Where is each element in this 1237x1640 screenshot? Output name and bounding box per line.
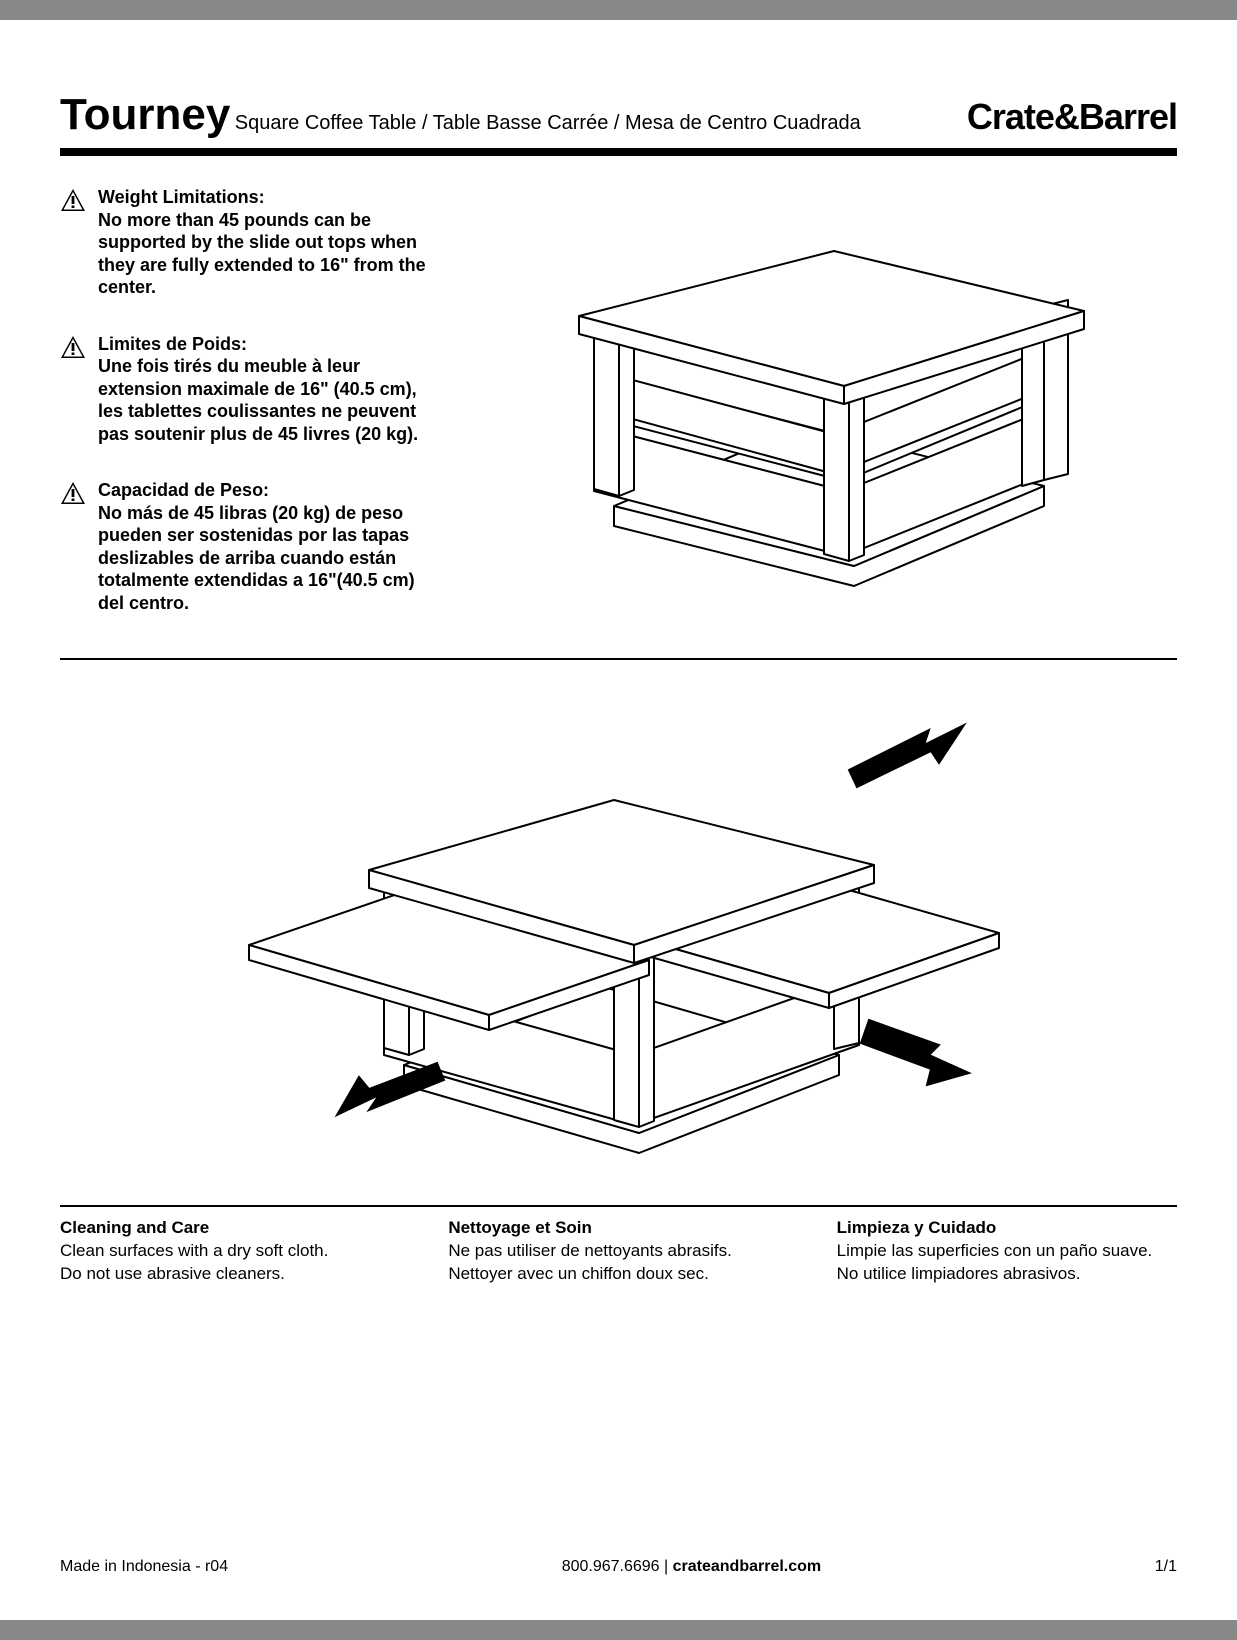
- care-es: Limpieza y Cuidado Limpie las superficie…: [837, 1217, 1177, 1286]
- footer-center: 800.967.6696 | crateandbarrel.com: [562, 1558, 821, 1576]
- warning-text: Capacidad de Peso: No más de 45 libras (…: [98, 479, 440, 614]
- arrow-back-right: [849, 725, 964, 787]
- care-line1: Clean surfaces with a dry soft cloth.: [60, 1241, 328, 1260]
- header-rule: [60, 148, 1177, 156]
- warning-title: Capacidad de Peso:: [98, 479, 440, 502]
- warning-title: Limites de Poids:: [98, 333, 440, 356]
- warning-icon: [60, 481, 86, 505]
- care-line1: Ne pas utiliser de nettoyants abrasifs.: [448, 1241, 731, 1260]
- care-title: Limpieza y Cuidado: [837, 1217, 1177, 1240]
- warning-text: Limites de Poids: Une fois tirés du meub…: [98, 333, 440, 446]
- table-closed-diagram: [544, 196, 1104, 596]
- warning-text: Weight Limitations: No more than 45 poun…: [98, 186, 440, 299]
- mid-rule: [60, 658, 1177, 660]
- footer-url: crateandbarrel.com: [673, 1558, 822, 1575]
- product-subtitle: Square Coffee Table / Table Basse Carrée…: [235, 112, 861, 134]
- footer-sep: |: [660, 1558, 673, 1575]
- figure-closed: [470, 186, 1177, 648]
- product-title: Tourney: [60, 90, 230, 139]
- care-line2: Nettoyer avec un chiffon doux sec.: [448, 1264, 709, 1283]
- care-section: Cleaning and Care Clean surfaces with a …: [60, 1217, 1177, 1286]
- warning-fr: Limites de Poids: Une fois tirés du meub…: [60, 333, 440, 446]
- title-group: Tourney Square Coffee Table / Table Bass…: [60, 90, 861, 140]
- footer-page: 1/1: [1155, 1558, 1177, 1576]
- figure-extended: [60, 670, 1177, 1195]
- care-fr: Nettoyage et Soin Ne pas utiliser de net…: [448, 1217, 788, 1286]
- warning-icon: [60, 188, 86, 212]
- warnings-column: Weight Limitations: No more than 45 poun…: [60, 186, 440, 648]
- document-page: Tourney Square Coffee Table / Table Bass…: [0, 20, 1237, 1620]
- care-title: Cleaning and Care: [60, 1217, 400, 1240]
- top-section: Weight Limitations: No more than 45 poun…: [60, 186, 1177, 648]
- warning-title: Weight Limitations:: [98, 186, 440, 209]
- warning-body: No más de 45 libras (20 kg) de peso pued…: [98, 503, 415, 613]
- care-line2: No utilice limpiadores abrasivos.: [837, 1264, 1081, 1283]
- warning-icon: [60, 335, 86, 359]
- care-line1: Limpie las superficies con un paño suave…: [837, 1241, 1153, 1260]
- brand-logo: Crate&Barrel: [967, 96, 1177, 138]
- care-title: Nettoyage et Soin: [448, 1217, 788, 1240]
- footer-left: Made in Indonesia - r04: [60, 1558, 228, 1576]
- table-extended-diagram: [209, 685, 1029, 1185]
- warning-en: Weight Limitations: No more than 45 poun…: [60, 186, 440, 299]
- care-rule: [60, 1205, 1177, 1207]
- warning-body: No more than 45 pounds can be supported …: [98, 210, 426, 298]
- care-line2: Do not use abrasive cleaners.: [60, 1264, 285, 1283]
- arrow-front-right: [861, 1020, 969, 1085]
- footer: Made in Indonesia - r04 800.967.6696 | c…: [60, 1558, 1177, 1576]
- warning-es: Capacidad de Peso: No más de 45 libras (…: [60, 479, 440, 614]
- header: Tourney Square Coffee Table / Table Bass…: [60, 90, 1177, 140]
- footer-phone: 800.967.6696: [562, 1558, 660, 1575]
- warning-body: Une fois tirés du meuble à leur extensio…: [98, 356, 418, 444]
- care-en: Cleaning and Care Clean surfaces with a …: [60, 1217, 400, 1286]
